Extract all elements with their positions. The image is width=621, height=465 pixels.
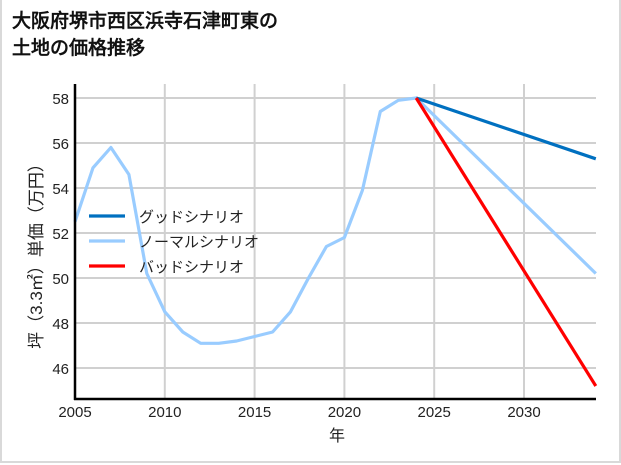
series-line-2 [414, 97, 598, 387]
series-line-0 [415, 96, 597, 161]
y-tick-label: 48 [52, 316, 69, 333]
chart-title: 大阪府堺市西区浜寺石津町東の 土地の価格推移 [12, 8, 278, 62]
data-series [73, 96, 598, 387]
legend-label-1: ノーマルシナリオ [139, 234, 259, 251]
x-tick-label: 2020 [328, 404, 361, 421]
x-axis-label: 年 [329, 427, 345, 445]
x-tick-label: 2025 [418, 404, 451, 421]
x-tick-label: 2010 [148, 404, 181, 421]
x-tick-label: 2030 [507, 404, 540, 421]
grid-lines [75, 84, 596, 399]
y-tick-label: 46 [52, 361, 69, 378]
x-tick-label: 2015 [238, 404, 271, 421]
axes [73, 84, 596, 401]
chart-title-line-2: 土地の価格推移 [12, 37, 146, 59]
y-axis-label: 坪（3.3㎡）単価（万円） [27, 155, 46, 349]
y-tick-label: 52 [52, 226, 69, 243]
x-tick-label: 2005 [58, 404, 91, 421]
series-line-1 [73, 96, 597, 345]
y-tick-label: 50 [52, 271, 69, 288]
y-tick-label: 54 [52, 181, 69, 198]
y-tick-label: 58 [52, 91, 69, 108]
legend-label-0: グッドシナリオ [139, 209, 244, 226]
legend-label-2: バッドシナリオ [139, 259, 244, 276]
chart-title-line-1: 大阪府堺市西区浜寺石津町東の [12, 10, 279, 32]
tick-labels: 46 48 50 52 54 56 58 2005 2010 2015 2020 2025 2030 [52, 91, 540, 421]
y-tick-label: 56 [52, 136, 69, 153]
